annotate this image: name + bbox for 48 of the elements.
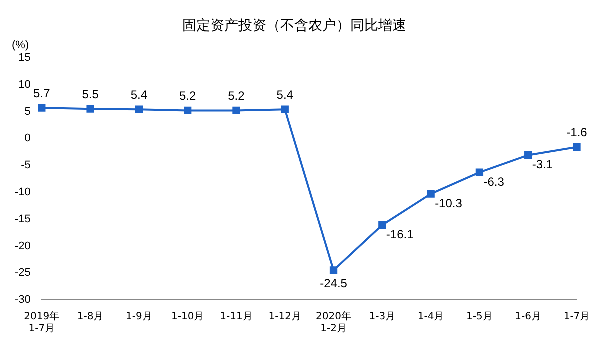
x-tick-label: 1-3月 xyxy=(369,312,396,323)
y-tick-label: 15 xyxy=(18,52,31,64)
data-label: 5.2 xyxy=(179,89,196,104)
chart-title: 固定资产投资（不含农户）同比增速 xyxy=(182,18,406,34)
y-tick-label: 10 xyxy=(18,78,31,91)
data-label: -3.1 xyxy=(532,158,554,172)
point xyxy=(524,152,532,160)
data-label: 5.4 xyxy=(276,88,294,102)
x-tick-label: 1-11月 xyxy=(220,312,253,323)
data-label: 5.4 xyxy=(130,88,148,102)
y-axis-title: (%) xyxy=(12,39,30,52)
x-tick-label: 1-8月 xyxy=(77,312,104,323)
x-tick-label: 1-10月 xyxy=(171,312,204,323)
y-tick-label: -25 xyxy=(14,267,31,280)
x-tick-label: 1-9月 xyxy=(126,312,152,323)
point xyxy=(427,190,435,198)
point xyxy=(184,106,192,115)
data-label: -16.1 xyxy=(386,228,414,242)
x-tick-label: 1-6月 xyxy=(515,312,542,323)
point xyxy=(378,221,386,230)
y-tick-label: -15 xyxy=(14,213,31,226)
y-tick-label: -5 xyxy=(21,160,31,172)
data-label: -10.3 xyxy=(435,196,463,210)
point xyxy=(476,168,484,176)
point xyxy=(135,106,144,114)
data-label: -1.6 xyxy=(566,126,588,140)
point xyxy=(86,105,94,113)
x-tick-label: 1-4月 xyxy=(418,312,444,323)
point xyxy=(281,106,289,114)
y-tick-label: -20 xyxy=(14,240,31,252)
point xyxy=(38,104,46,112)
y-tick-label: 5 xyxy=(24,106,31,118)
data-label: 5.2 xyxy=(228,89,246,104)
data-label: 5.7 xyxy=(34,86,51,100)
point xyxy=(330,266,338,274)
data-label: -24.5 xyxy=(320,276,348,291)
y-tick-label: -30 xyxy=(14,294,31,306)
data-label: 5.5 xyxy=(82,87,100,102)
x-tick-label: 1-5月 xyxy=(466,312,493,323)
y-tick-label: 0 xyxy=(24,132,31,145)
x-tick-label: 1-12月 xyxy=(268,312,302,323)
y-tick-label: -10 xyxy=(14,186,31,198)
point xyxy=(573,143,581,152)
x-tick-label: 1-7月 xyxy=(564,312,590,323)
data-label: -6.3 xyxy=(484,174,505,189)
point xyxy=(232,106,240,115)
x-tick-label: 2020年 1-2月 xyxy=(316,310,352,335)
x-tick-label: 2019年 1-7月 xyxy=(24,310,60,335)
